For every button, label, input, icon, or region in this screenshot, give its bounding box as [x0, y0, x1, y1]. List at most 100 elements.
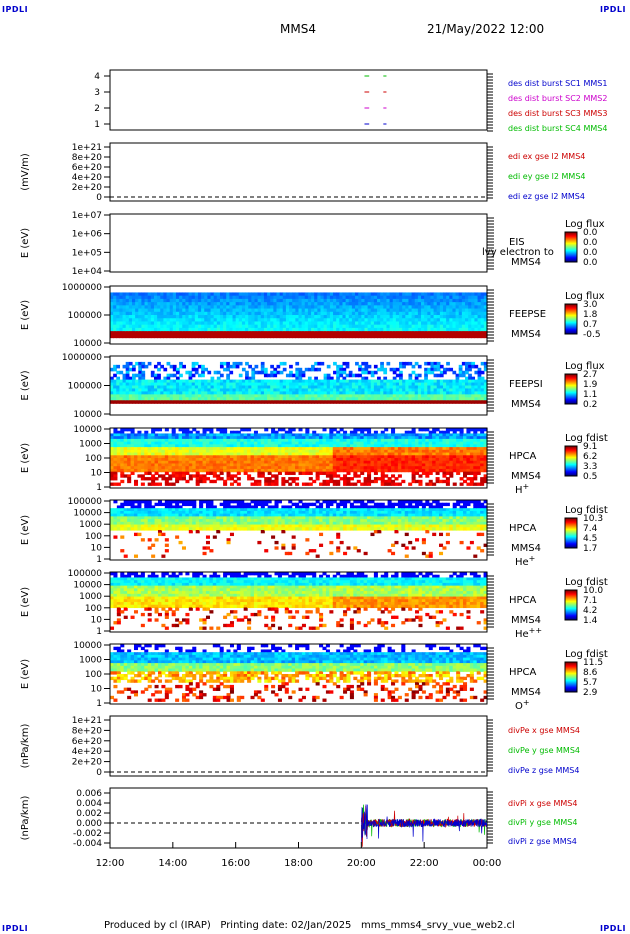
feeps-e-cell [270, 308, 274, 313]
feeps-e-cell [455, 295, 460, 300]
feeps-e-cell [402, 295, 406, 300]
feeps-i-cell [285, 391, 290, 395]
feeps-e-cell [342, 311, 347, 316]
feeps-i-cell [367, 394, 372, 398]
feeps-i-cell [417, 379, 422, 384]
feeps-e-cell [370, 334, 375, 339]
hpca-cell [391, 468, 396, 473]
hpca-cell [343, 477, 348, 481]
hpca-cell [291, 438, 296, 443]
feeps-i-cell [480, 400, 485, 404]
hpca-cell [384, 452, 389, 456]
feeps-i-cell [408, 361, 413, 366]
hpca-cell [157, 452, 163, 456]
feeps-e-cell [399, 305, 403, 310]
feeps-e-cell [141, 302, 146, 306]
feeps-e-cell [461, 324, 466, 329]
hpca-cell [329, 444, 334, 448]
hpca-cell [418, 436, 423, 440]
feeps-i-cell [267, 373, 271, 378]
feeps-e-cell [386, 318, 391, 323]
feeps-i-cell [144, 388, 149, 392]
feeps-e-cell [311, 321, 315, 326]
hpca-cell [349, 468, 354, 473]
hpca-cell [188, 466, 193, 470]
hpca-cell [192, 474, 197, 478]
feeps-e-cell [289, 315, 293, 319]
hpca-cell [401, 449, 406, 454]
feeps-e-cell [468, 321, 472, 326]
feeps-i-cell [169, 382, 174, 387]
hpca-cell [164, 447, 169, 451]
feeps-i-cell [204, 394, 208, 398]
feeps-e-cell [430, 295, 435, 300]
hpca-cell [236, 430, 241, 435]
hpca-cell [185, 430, 190, 435]
feeps-i-cell [210, 385, 215, 390]
feeps-e-cell [355, 334, 359, 339]
hpca-cell [418, 482, 423, 486]
feeps-e-cell [358, 327, 362, 332]
hpca-cell [425, 463, 430, 467]
hpca-cell [110, 455, 115, 459]
hpca-cell [161, 463, 166, 467]
hpca-cell [384, 433, 389, 437]
feeps-e-cell [358, 315, 362, 319]
hpca-cell [161, 438, 166, 443]
feeps-e-cell [276, 318, 281, 323]
hpca-cell [298, 444, 303, 448]
hpca-cell [253, 479, 258, 484]
hpca-cell [133, 449, 139, 454]
feeps-i-cell [163, 400, 168, 404]
hpca-cell [408, 455, 413, 459]
feeps-i-cell [153, 373, 158, 378]
hpca-cell [367, 482, 372, 486]
hpca-cell [144, 468, 149, 473]
feeps-i-cell [201, 397, 205, 401]
feeps-e-cell [245, 295, 249, 300]
hpca-cell [295, 458, 300, 462]
feeps-e-cell [245, 311, 249, 316]
feeps-e-cell [339, 315, 344, 319]
feeps-e-cell [345, 308, 350, 313]
hpca-cell [120, 466, 125, 470]
hpca-cell [133, 460, 139, 465]
panel-eis-colorbar-swatch [565, 236, 577, 238]
feeps-e-cell [433, 311, 438, 316]
hpca-cell [178, 460, 183, 465]
hpca-cell [250, 466, 255, 470]
feeps-e-cell [336, 302, 340, 306]
panel-eis-colorbar-swatch [565, 233, 577, 235]
hpca-cell [401, 441, 406, 445]
feeps-e-cell [414, 315, 419, 319]
feeps-i-cell [471, 400, 476, 404]
feeps-e-cell [216, 324, 221, 329]
hpca-cell [281, 463, 286, 467]
feeps-i-cell [483, 364, 488, 369]
hpca-cell [116, 436, 121, 440]
feeps-e-cell [191, 318, 196, 323]
feeps-i-cell [279, 397, 284, 401]
feeps-e-cell [301, 292, 306, 297]
hpca-cell [325, 471, 330, 475]
feeps-i-cell [276, 388, 281, 392]
hpca-cell [322, 433, 327, 437]
hpca-cell [260, 474, 265, 478]
hpca-cell [442, 430, 447, 435]
hpca-cell [445, 460, 450, 465]
feeps-i-cell [248, 391, 252, 395]
feeps-i-cell [273, 391, 278, 395]
feeps-i-cell [128, 391, 133, 395]
hpca-cell [243, 438, 248, 443]
feeps-e-cell [317, 305, 322, 310]
hpca-cell [253, 466, 258, 470]
hpca-cell [229, 458, 234, 462]
feeps-e-cell [461, 331, 466, 335]
hpca-cell [322, 466, 327, 470]
feeps-e-cell [241, 311, 246, 316]
feeps-e-cell [116, 321, 121, 326]
hpca-cell [439, 430, 444, 435]
feeps-e-cell [373, 308, 378, 313]
feeps-e-cell [452, 298, 457, 303]
hpca-cell [332, 468, 337, 473]
